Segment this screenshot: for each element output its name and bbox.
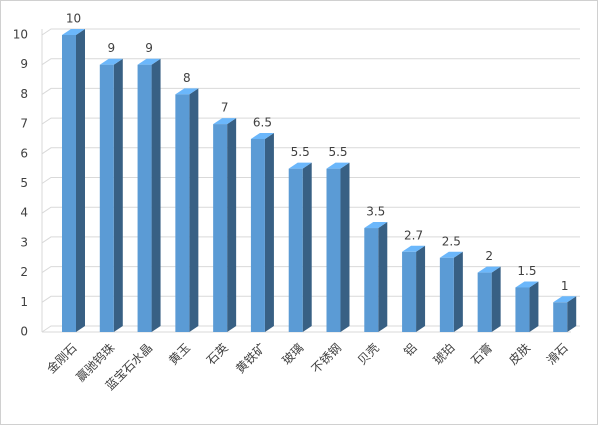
bar [62,35,76,332]
bar-side [302,162,312,332]
grid-line [41,147,580,155]
bar [439,257,454,332]
bar [326,168,341,332]
bar-side [113,58,123,332]
y-tick-label: 6 [20,146,28,160]
data-label: 2.7 [404,228,423,242]
bar [213,124,228,332]
y-tick-label: 2 [20,265,28,279]
bar-side [151,58,161,332]
bar-top [62,29,85,35]
bar [402,251,417,332]
grid-line [41,87,580,95]
data-label: 2.5 [442,234,461,248]
bar-top [364,222,388,229]
data-label: 10 [66,12,81,26]
bar [250,138,265,332]
bar [137,64,152,332]
bar-side [340,162,350,332]
bar [515,287,530,332]
bar-side [567,296,577,332]
bar [553,302,568,332]
data-label: 1 [561,279,569,293]
data-label: 2 [485,249,493,263]
y-tick-label: 10 [13,28,28,42]
bar-side [378,222,388,332]
bar-side [453,251,463,332]
y-tick-label: 5 [20,176,28,190]
bar-top [477,266,501,273]
data-label: 7 [221,101,229,115]
grid-line [41,206,580,214]
y-tick-label: 7 [20,117,28,131]
bar-side [529,281,539,332]
data-label: 6.5 [253,115,272,129]
y-tick-label: 8 [20,87,28,101]
grid-line [41,28,580,36]
data-label: 5.5 [291,145,310,159]
bar-top [326,162,350,169]
y-tick-label: 9 [20,57,28,71]
grid-line [41,58,580,66]
bar-side [264,132,274,332]
y-tick-label: 3 [20,235,28,249]
grid-line [41,177,580,184]
bar [477,272,492,332]
bar [99,64,114,332]
bar-top [137,58,161,65]
data-label: 8 [183,71,191,85]
bar-top [250,132,274,139]
bar-top [213,118,237,125]
y-tick-label: 0 [20,325,28,339]
bar [364,228,379,332]
bar [288,168,303,332]
bar-top [553,296,577,303]
bar-top [515,281,539,288]
bar-side [76,29,85,332]
data-label: 9 [107,41,115,55]
data-label: 3.5 [366,205,385,219]
bar-top [175,88,199,95]
bar-side [491,266,501,332]
bar [175,94,190,333]
bar-side [189,88,199,333]
bar-side [416,245,426,332]
bar-top [402,245,426,252]
data-label: 1.5 [517,264,536,278]
grid-line [41,236,580,244]
y-tick-label: 1 [20,295,28,309]
data-label: 9 [145,41,153,55]
y-tick-label: 4 [20,206,28,220]
data-label: 5.5 [328,145,347,159]
bar-top [99,58,123,65]
bar-top [439,251,463,258]
bar-side [227,118,237,332]
grid-line [41,117,580,125]
bar-top [288,162,312,169]
